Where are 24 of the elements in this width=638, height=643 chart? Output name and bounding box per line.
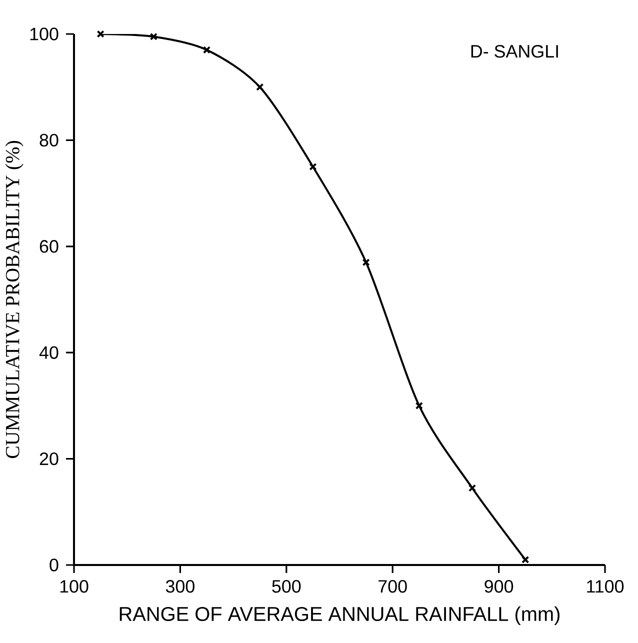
- point: [96, 30, 104, 38]
- x-axis-title: RANGE OF AVERAGE ANNUAL RAINFALL (mm): [120, 606, 560, 625]
- y-axis-title: CUMMULATIVE PROBABILITY (%): [5, 141, 24, 458]
- y-tick-label: 40: [39, 346, 58, 359]
- point: [468, 484, 476, 492]
- x-tick-label: 100: [60, 580, 88, 593]
- x-tick-label: 300: [166, 580, 194, 593]
- y-tick-label: 100: [30, 28, 58, 40]
- point: [256, 83, 264, 91]
- point: [309, 162, 317, 171]
- y-tick-label: 0: [50, 558, 58, 572]
- chart-title: D- SANGLI: [471, 45, 558, 58]
- x-tick-label: 500: [272, 580, 301, 593]
- point: [522, 556, 530, 564]
- point: [202, 46, 211, 54]
- x-tick-label: 700: [378, 580, 407, 593]
- y-tick-label: 80: [40, 134, 58, 147]
- x-tick-label: 900: [484, 580, 514, 593]
- point: [415, 402, 423, 410]
- point: [362, 258, 370, 266]
- point: [150, 32, 158, 40]
- x-tick-label: 1100: [587, 580, 624, 593]
- y-tick-label: 20: [40, 452, 58, 466]
- y-tick-label: 60: [40, 240, 58, 253]
